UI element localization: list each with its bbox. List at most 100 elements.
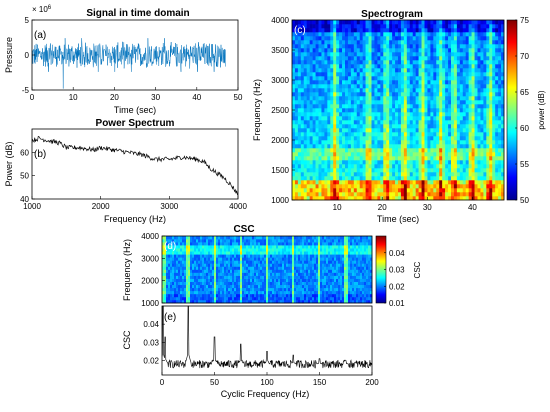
- spectrogram-cell: [342, 72, 345, 76]
- csc-cell: [202, 282, 204, 285]
- spectrogram-cell: [480, 164, 483, 168]
- spectrogram-cell: [495, 28, 498, 32]
- spectrogram-cell: [295, 132, 298, 136]
- spectrogram-cell: [354, 172, 357, 176]
- csc-cell: [248, 239, 250, 242]
- spectrogram-cell: [472, 32, 475, 36]
- spectrogram-cell: [492, 152, 495, 156]
- spectrogram-cell: [469, 144, 472, 148]
- spectrogram-cell: [480, 144, 483, 148]
- csc-cell: [198, 276, 200, 279]
- spectrogram-cell: [472, 148, 475, 152]
- csc-cell: [238, 254, 240, 257]
- spectrogram-cell: [345, 88, 348, 92]
- csc-cell: [270, 239, 272, 242]
- spectrogram-cell: [386, 192, 389, 196]
- csc-cell: [222, 279, 224, 282]
- csc-cell: [260, 254, 262, 257]
- spectrogram-cell: [416, 52, 419, 56]
- csc-cell: [302, 263, 304, 266]
- spectrogram-cell: [304, 120, 307, 124]
- spectrogram-cell: [374, 52, 377, 56]
- spectrogram-cell: [466, 56, 469, 60]
- csc-cell: [206, 251, 208, 254]
- spectrogram-cell: [351, 32, 354, 36]
- csc-cell: [214, 236, 216, 239]
- csc-cell: [188, 260, 190, 263]
- csc-cell: [216, 260, 218, 263]
- csc-cell: [274, 282, 276, 285]
- spectrogram-cell: [374, 136, 377, 140]
- spectrogram-cell: [321, 128, 324, 132]
- spectrogram-cell: [398, 116, 401, 120]
- spectrogram-cell: [413, 144, 416, 148]
- spectrogram-cell: [330, 100, 333, 104]
- csc-cell: [198, 236, 200, 239]
- csc-cell: [206, 285, 208, 288]
- spectrogram-cell: [313, 104, 316, 108]
- spectrogram-cell: [374, 84, 377, 88]
- csc-cell: [256, 236, 258, 239]
- spectrogram-cell: [383, 64, 386, 68]
- spectrogram-cell: [495, 160, 498, 164]
- spectrogram-cell: [427, 48, 430, 52]
- csc-cell: [302, 254, 304, 257]
- spectrogram-cell: [439, 52, 442, 56]
- spectrogram-cell: [445, 56, 448, 60]
- csc-cell: [272, 251, 274, 254]
- csc-cell: [170, 263, 172, 266]
- csc-cell: [282, 257, 284, 260]
- spectrogram-cell: [363, 184, 366, 188]
- spectrogram-cell: [336, 172, 339, 176]
- spectrogram-cell: [451, 168, 454, 172]
- spectrogram-cell: [392, 172, 395, 176]
- csc-cell: [170, 266, 172, 269]
- spectrogram-cell: [374, 28, 377, 32]
- spectrogram-cell: [480, 48, 483, 52]
- csc-cell: [282, 236, 284, 239]
- csc-cell: [252, 254, 254, 257]
- csc-cell: [262, 282, 264, 285]
- spectrogram-cell: [466, 148, 469, 152]
- csc-cell: [192, 288, 194, 291]
- csc-cell: [306, 251, 308, 254]
- csc-cell: [278, 279, 280, 282]
- spectrogram-cell: [351, 40, 354, 44]
- spectrogram-cell: [295, 184, 298, 188]
- spectrogram-cell: [357, 144, 360, 148]
- csc-cell: [264, 251, 266, 254]
- spectrogram-cell: [295, 100, 298, 104]
- spectrogram-cell: [333, 32, 336, 36]
- spectrogram-cell: [492, 80, 495, 84]
- spectrogram-cell: [372, 152, 375, 156]
- spectrogram-cell: [480, 128, 483, 132]
- csc-cell: [182, 263, 184, 266]
- spectrogram-cell: [425, 124, 428, 128]
- spectrogram-cell: [413, 112, 416, 116]
- spectrogram-cell: [366, 120, 369, 124]
- spectrogram-cell: [363, 180, 366, 184]
- spectrogram-cell: [372, 104, 375, 108]
- spectrogram-cell: [407, 188, 410, 192]
- csc-cell: [228, 282, 230, 285]
- csc-cell: [292, 276, 294, 279]
- spectrogram-cell: [442, 96, 445, 100]
- spectrogram-cell: [422, 52, 425, 56]
- spectrogram-cell: [360, 192, 363, 196]
- spectrogram-cell: [386, 124, 389, 128]
- spectrogram-cell: [454, 160, 457, 164]
- spectrogram-cell: [451, 20, 454, 24]
- spectrogram-cell: [430, 152, 433, 156]
- csc-cell: [226, 263, 228, 266]
- spectrogram-cell: [410, 68, 413, 72]
- csc-cell: [194, 242, 196, 245]
- spectrogram-cell: [419, 92, 422, 96]
- csc-cell: [228, 242, 230, 245]
- spectrogram-cell: [480, 72, 483, 76]
- spectrogram-cell: [351, 128, 354, 132]
- spectrogram-cell: [336, 80, 339, 84]
- spectrogram-cell: [425, 100, 428, 104]
- csc-cell: [200, 263, 202, 266]
- spectrogram-cell: [457, 132, 460, 136]
- spectrogram-cell: [430, 176, 433, 180]
